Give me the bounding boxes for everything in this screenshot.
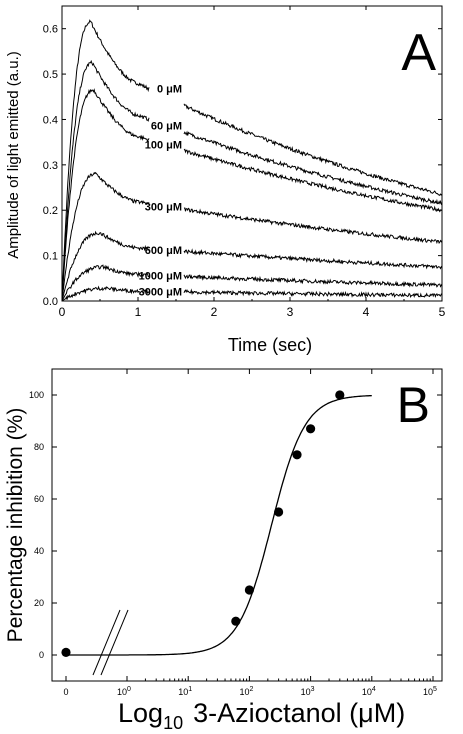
b-xtick-label: 100 (117, 686, 131, 697)
b-data-point (306, 424, 316, 434)
b-xtick-label: 104 (362, 686, 376, 697)
panel-b: 0 20 40 60 80 100 0 100 101 102 103 104 105 B Perce… (4, 368, 443, 733)
b-data-point (231, 616, 241, 626)
a-series-label: 60 μM (151, 120, 182, 132)
b-xtick-label: 102 (239, 686, 253, 697)
b-ytick-label: 60 (34, 494, 44, 504)
panel-a-xlabel: Time (sec) (228, 335, 312, 355)
a-ytick-label: 0.4 (43, 114, 58, 126)
a-curve-tail-60 (183, 130, 443, 206)
panel-b-frame (51, 368, 443, 682)
panel-b-letter: B (397, 377, 430, 433)
a-ytick-label: 0.6 (43, 24, 58, 36)
xlabel-log: Log (118, 698, 163, 728)
a-xtick-label: 0 (59, 305, 66, 319)
a-curve-tail-0 (183, 103, 443, 197)
panel-a-ylabel: Amplitude of light emitted (a.u.) (5, 51, 22, 259)
b-xtick-label: 105 (423, 686, 437, 697)
b-ytick-label: 0 (39, 650, 44, 660)
a-xtick-label: 1 (135, 305, 142, 319)
xlabel-sub: 10 (163, 713, 183, 733)
b-ytick-label: 40 (34, 546, 44, 556)
a-xtick-label: 3 (287, 305, 294, 319)
b-xtick-label-zero: 0 (63, 687, 68, 697)
panel-a-letter: A (401, 24, 436, 82)
b-ytick-label: 100 (29, 390, 44, 400)
a-xtick-label: 2 (211, 305, 218, 319)
panel-b-xlabel: Log10 3-Azioctanol (μM) (118, 698, 405, 733)
a-curve-100 (61, 88, 150, 302)
axis-break (92, 609, 129, 676)
panel-b-ylabel: Percentage inhibition (%) (4, 408, 27, 643)
fit-curve (66, 394, 372, 656)
a-ytick-label: 0.5 (43, 69, 58, 81)
b-ytick-label: 20 (34, 598, 44, 608)
a-curve-0 (61, 19, 150, 302)
panel-a: 0.0 0.1 0.2 0.3 0.4 0.5 0.6 0 1 2 3 4 5 0 μM 60 μM 10… (5, 5, 446, 355)
a-xtick-label: 4 (363, 305, 370, 319)
b-ytick-label: 80 (34, 442, 44, 452)
a-series-label: 300 μM (145, 201, 182, 213)
b-data-point (244, 585, 254, 595)
a-series-label: 600 μM (145, 245, 182, 257)
b-xtick-label: 101 (178, 686, 192, 697)
a-ytick-label: 0.1 (43, 251, 58, 263)
a-ytick-label: 0.3 (43, 160, 58, 172)
b-xtick-label: 103 (301, 686, 315, 697)
a-series-label: 0 μM (157, 83, 182, 95)
a-series-label: 1000 μM (139, 271, 182, 283)
b-data-point (335, 390, 345, 400)
b-data-point (273, 507, 284, 517)
a-series-label: 100 μM (145, 140, 182, 152)
xlabel-rest: 3-Azioctanol (μM) (193, 698, 405, 728)
a-series-label: 3000 μM (139, 287, 182, 299)
a-curve-tail-100 (183, 148, 443, 213)
a-curve-3000 (61, 285, 150, 302)
a-ytick-label: 0.0 (43, 296, 58, 308)
a-curve-tail-600 (183, 248, 443, 270)
a-xtick-label: 5 (439, 305, 446, 319)
a-curve-300 (61, 171, 150, 302)
a-ytick-label: 0.2 (43, 205, 58, 217)
a-curve-tail-1000 (183, 274, 443, 288)
a-curve-600 (61, 230, 150, 302)
a-curve-tail-300 (183, 207, 443, 245)
b-data-point (61, 647, 71, 658)
a-curve-1000 (61, 264, 150, 302)
a-curve-60 (61, 59, 150, 302)
a-curve-tail-3000 (183, 288, 443, 299)
b-data-point (292, 450, 302, 460)
